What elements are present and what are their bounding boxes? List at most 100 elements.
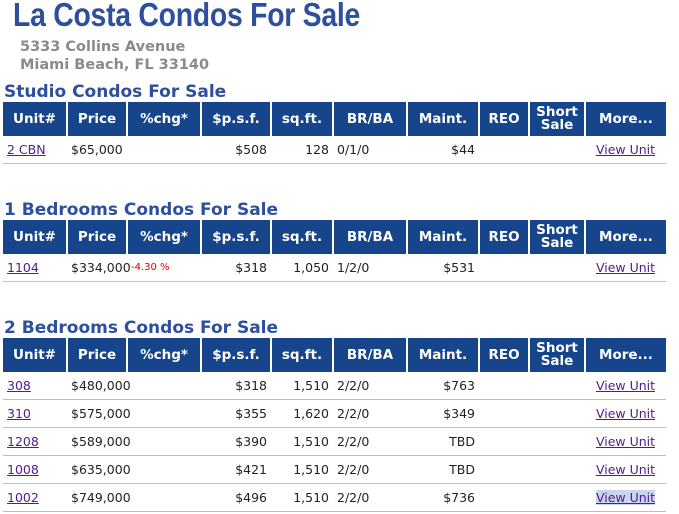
- price-cell: $65,000: [67, 136, 127, 164]
- table-row: 2 CBN $65,000 $508 128 0/1/0 $44 View Unit: [3, 136, 666, 164]
- unit-link[interactable]: 1104: [7, 260, 39, 275]
- short-sale-cell: [529, 136, 585, 164]
- table-row: 1002 $749,000 $496 1,510 2/2/0 $736 View Unit: [3, 483, 666, 512]
- short-sale-cell: [529, 372, 585, 400]
- reo-cell: [479, 136, 529, 164]
- price-cell: $749,000: [67, 483, 131, 512]
- price-cell: $589,000: [67, 427, 131, 456]
- price-cell: $575,000: [67, 399, 131, 428]
- header-psf: $p.s.f.: [201, 338, 272, 372]
- header-maint: Maint.: [407, 102, 480, 136]
- address-city: Miami Beach, FL 33140: [20, 57, 210, 73]
- brba-cell: 0/1/0: [333, 136, 407, 164]
- table-row: 1104 $334,000 -4.30 % $318 1,050 1/2/0 $531 Vie…: [3, 254, 666, 282]
- header-sqft: sq.ft.: [271, 220, 334, 254]
- sqft-cell: 1,510: [271, 372, 333, 400]
- maint-cell: $531: [407, 254, 479, 282]
- table-row: 310 $575,000 $355 1,620 2/2/0 $349 View Unit: [3, 399, 666, 428]
- brba-cell: 1/2/0: [333, 254, 407, 282]
- header-unit: Unit#: [3, 102, 68, 136]
- view-unit-link[interactable]: View Unit: [595, 434, 656, 449]
- reo-cell: [479, 483, 529, 512]
- view-unit-link[interactable]: View Unit: [595, 260, 656, 275]
- table-header-row: Unit# Price %chg* $p.s.f. sq.ft. BR/BA Maint. R…: [3, 102, 666, 136]
- sqft-cell: 1,510: [271, 483, 333, 512]
- view-unit-cell: View Unit: [585, 427, 666, 456]
- unit-link[interactable]: 1208: [7, 434, 39, 449]
- unit-link[interactable]: 1008: [7, 462, 39, 477]
- pct-change-cell: [127, 455, 201, 484]
- header-unit: Unit#: [3, 220, 68, 254]
- header-price: Price: [67, 102, 128, 136]
- header-chg: %chg*: [127, 338, 202, 372]
- unit-cell: 1002: [3, 483, 67, 512]
- maint-cell: $349: [407, 399, 479, 428]
- maint-cell: $44: [407, 136, 479, 164]
- sqft-cell: 1,510: [271, 427, 333, 456]
- view-unit-link[interactable]: View Unit: [595, 406, 656, 421]
- section-title: 2 Bedrooms Condos For Sale: [4, 318, 279, 338]
- view-unit-link[interactable]: View Unit: [595, 378, 656, 393]
- pct-change-cell: [127, 136, 201, 164]
- table-header-row: Unit# Price %chg* $p.s.f. sq.ft. BR/BA Maint. R…: [3, 220, 666, 254]
- header-price: Price: [67, 220, 128, 254]
- psf-cell: $318: [201, 372, 271, 400]
- units-table: Unit# Price %chg* $p.s.f. sq.ft. BR/BA Maint. R…: [3, 338, 666, 512]
- unit-link[interactable]: 1002: [7, 490, 39, 505]
- header-brba: BR/BA: [333, 338, 408, 372]
- sqft-cell: 1,510: [271, 455, 333, 484]
- view-unit-link[interactable]: View Unit: [595, 490, 656, 505]
- header-short-label: Short: [536, 104, 578, 120]
- psf-cell: $355: [201, 399, 271, 428]
- maint-cell: TBD: [407, 427, 479, 456]
- header-more: More...: [585, 102, 666, 136]
- unit-link[interactable]: 2 CBN: [7, 142, 46, 157]
- short-sale-cell: [529, 455, 585, 484]
- short-sale-cell: [529, 254, 585, 282]
- psf-cell: $421: [201, 455, 271, 484]
- header-chg: %chg*: [127, 220, 202, 254]
- header-psf: $p.s.f.: [201, 220, 272, 254]
- header-short-label: Short: [536, 340, 578, 356]
- header-more: More...: [585, 338, 666, 372]
- header-sale-label: Sale: [540, 353, 574, 369]
- maint-cell: TBD: [407, 455, 479, 484]
- header-short-sale: Short Sale: [529, 338, 586, 372]
- table-row: 308 $480,000 $318 1,510 2/2/0 $763 View Unit: [3, 372, 666, 400]
- pct-change-cell: -4.30 %: [127, 254, 201, 282]
- unit-link[interactable]: 310: [7, 406, 31, 421]
- header-sqft: sq.ft.: [271, 338, 334, 372]
- header-short-sale: Short Sale: [529, 220, 586, 254]
- units-table: Unit# Price %chg* $p.s.f. sq.ft. BR/BA Maint. R…: [3, 220, 666, 282]
- view-unit-cell: View Unit: [585, 455, 666, 484]
- header-reo: REO: [479, 102, 530, 136]
- brba-cell: 2/2/0: [333, 399, 407, 428]
- header-short-label: Short: [536, 222, 578, 238]
- view-unit-cell: View Unit: [585, 372, 666, 400]
- header-brba: BR/BA: [333, 220, 408, 254]
- brba-cell: 2/2/0: [333, 427, 407, 456]
- reo-cell: [479, 399, 529, 428]
- price-cell: $635,000: [67, 455, 131, 484]
- unit-cell: 1208: [3, 427, 67, 456]
- header-more: More...: [585, 220, 666, 254]
- unit-link[interactable]: 308: [7, 378, 31, 393]
- header-psf: $p.s.f.: [201, 102, 272, 136]
- header-reo: REO: [479, 338, 530, 372]
- view-unit-cell: View Unit: [585, 483, 666, 512]
- page-title: La Costa Condos For Sale: [13, 0, 361, 33]
- maint-cell: $763: [407, 372, 479, 400]
- pct-change-cell: [127, 483, 201, 512]
- brba-cell: 2/2/0: [333, 372, 407, 400]
- view-unit-link[interactable]: View Unit: [595, 142, 656, 157]
- unit-cell: 1008: [3, 455, 67, 484]
- header-short-sale: Short Sale: [529, 102, 586, 136]
- view-unit-link[interactable]: View Unit: [595, 462, 656, 477]
- brba-cell: 2/2/0: [333, 483, 407, 512]
- header-brba: BR/BA: [333, 102, 408, 136]
- sqft-cell: 1,620: [271, 399, 333, 428]
- table-header-row: Unit# Price %chg* $p.s.f. sq.ft. BR/BA Maint. R…: [3, 338, 666, 372]
- header-unit: Unit#: [3, 338, 68, 372]
- table-row: 1008 $635,000 $421 1,510 2/2/0 TBD View Unit: [3, 455, 666, 484]
- brba-cell: 2/2/0: [333, 455, 407, 484]
